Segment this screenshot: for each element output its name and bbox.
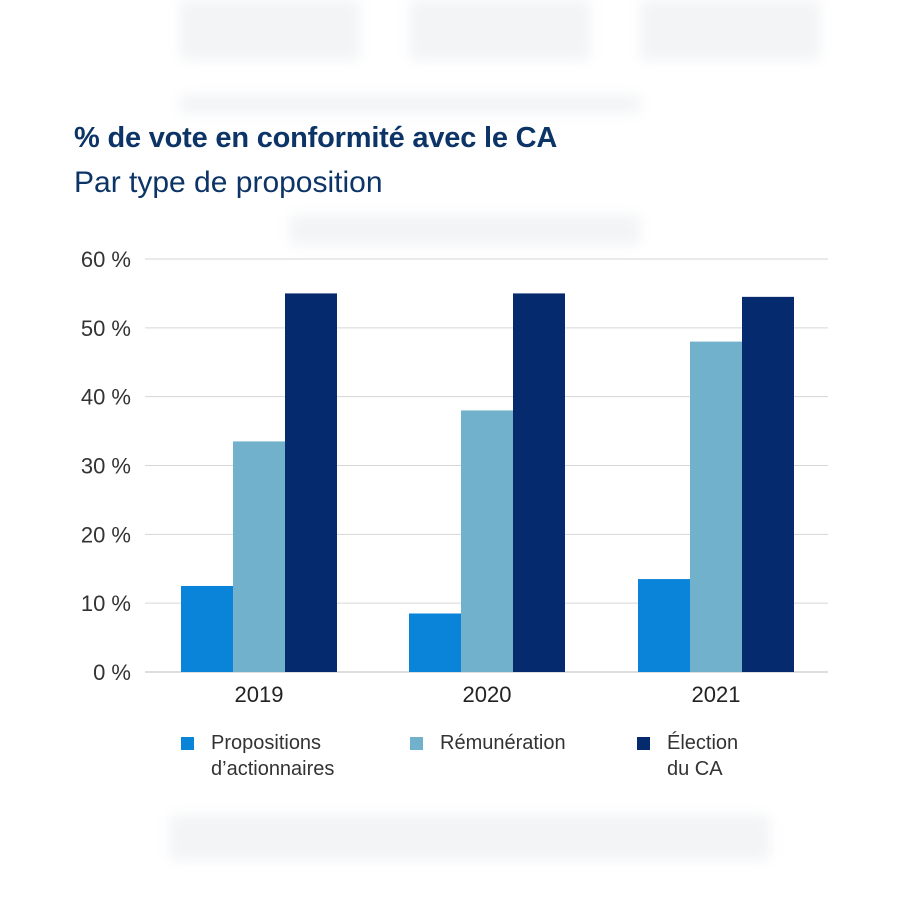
y-tick-label: 60 % (81, 247, 131, 272)
bar-2019-series-1 (233, 441, 285, 672)
legend-item-election: Élection du CA (637, 730, 738, 782)
y-axis-ticks: 0 % 10 % 20 % 30 % 40 % 50 % 60 % (81, 247, 131, 685)
legend: Propositions d’actionnaires Rémunération… (0, 730, 900, 800)
background-ghost-text (170, 815, 770, 860)
chart-subtitle: Par type de proposition (74, 166, 383, 199)
y-tick-label: 30 % (81, 454, 131, 479)
bar-2020-series-2 (513, 293, 565, 672)
bar-2019-series-2 (285, 293, 337, 672)
legend-label: Propositions d’actionnaires (211, 732, 335, 780)
bar-2020-series-1 (461, 410, 513, 672)
legend-swatch (410, 737, 423, 750)
chart-title: % de vote en conformité avec le CA (74, 122, 558, 154)
background-ghost-text (410, 0, 590, 60)
x-tick-label: 2021 (692, 682, 741, 707)
bar-2021-series-0 (638, 579, 690, 672)
background-ghost-text (290, 215, 640, 245)
bar-2021-series-1 (690, 341, 742, 672)
bar-2019-series-0 (181, 585, 233, 672)
x-axis-ticks: 2019 2020 2021 (235, 682, 741, 707)
y-tick-label: 10 % (81, 591, 131, 616)
background-ghost-text (180, 0, 360, 60)
y-tick-label: 50 % (81, 316, 131, 341)
bar-2020-series-0 (409, 613, 461, 672)
background-ghost-text (180, 95, 640, 113)
y-tick-label: 0 % (93, 660, 131, 685)
legend-item-remuneration: Rémunération (410, 730, 566, 756)
legend-item-propositions: Propositions d’actionnaires (181, 730, 334, 782)
legend-label: Rémunération (440, 732, 566, 754)
y-tick-label: 40 % (81, 385, 131, 410)
legend-swatch (181, 737, 194, 750)
x-tick-label: 2020 (463, 682, 512, 707)
y-tick-label: 20 % (81, 522, 131, 547)
bars (181, 293, 794, 672)
bar-2021-series-2 (742, 296, 794, 672)
background-ghost-text (640, 0, 820, 60)
legend-swatch (637, 737, 650, 750)
legend-label: Élection du CA (667, 732, 739, 780)
x-tick-label: 2019 (235, 682, 284, 707)
